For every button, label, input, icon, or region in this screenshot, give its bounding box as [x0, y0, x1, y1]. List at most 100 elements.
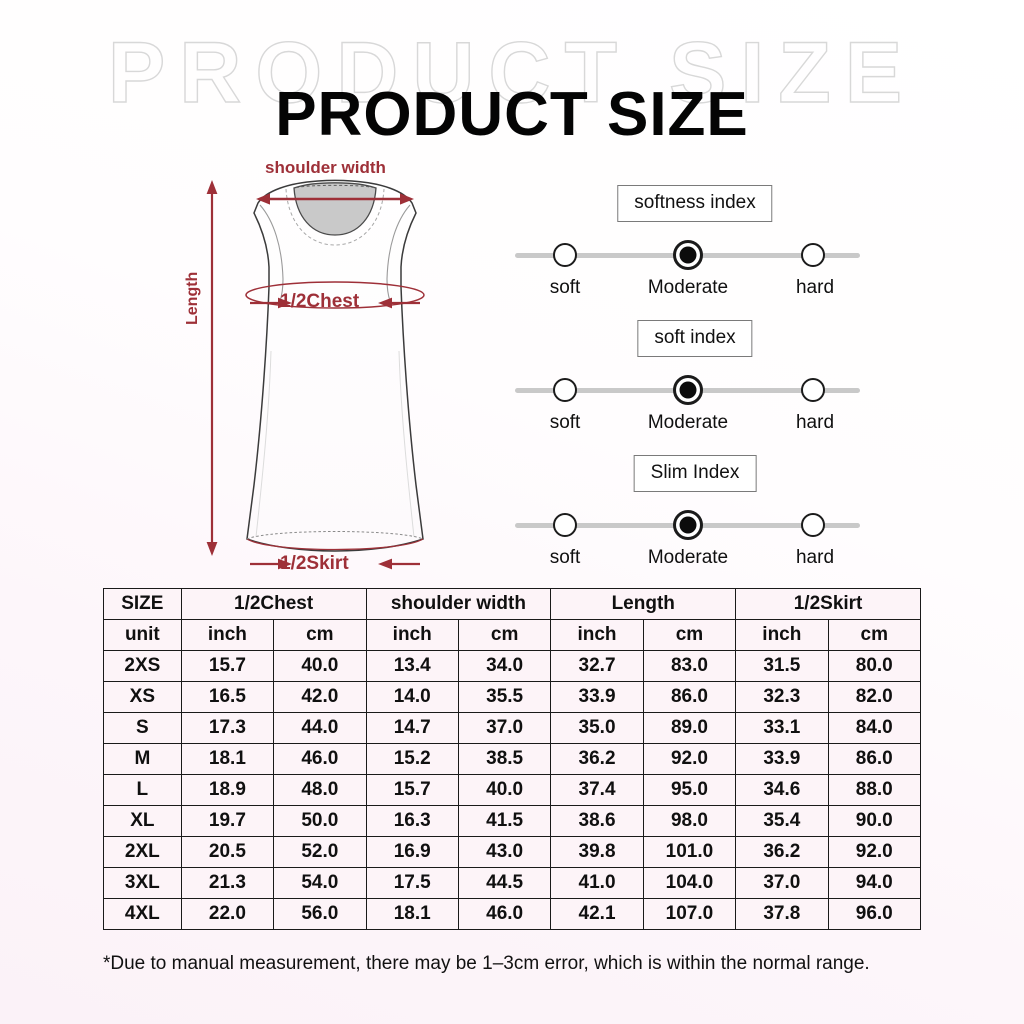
slider-title-softness-index: softness index — [617, 185, 773, 222]
cell-shoulder-cm: 40.0 — [457, 774, 552, 806]
slider-track-soft-index[interactable] — [515, 375, 860, 405]
knob-hard[interactable] — [801, 243, 825, 267]
caption-moderate: Moderate — [647, 412, 729, 433]
knob-moderate-selected[interactable] — [673, 510, 703, 540]
knob-hard[interactable] — [801, 513, 825, 537]
unit-skirt-cm: cm — [827, 619, 922, 651]
cell-shoulder-inch: 13.4 — [365, 650, 459, 682]
caption-soft: soft — [549, 412, 581, 433]
cell-chest-inch: 18.9 — [180, 774, 275, 806]
cell-skirt-cm: 80.0 — [827, 650, 922, 682]
row-size: L — [103, 774, 182, 806]
cell-shoulder-cm: 34.0 — [457, 650, 552, 682]
row-size: XL — [103, 805, 182, 837]
cell-chest-inch: 22.0 — [180, 898, 275, 930]
page-title-block: PRODUCT SIZE PRODUCT SIZE — [0, 26, 1024, 156]
table-row: M 18.1 46.0 15.2 38.5 36.2 92.0 33.9 86.… — [103, 743, 922, 775]
cell-length-inch: 36.2 — [550, 743, 644, 775]
cell-shoulder-cm: 46.0 — [457, 898, 552, 930]
cell-skirt-inch: 33.9 — [735, 743, 829, 775]
cell-skirt-inch: 35.4 — [735, 805, 829, 837]
knob-moderate-selected[interactable] — [673, 240, 703, 270]
unit-shoulder-cm: cm — [457, 619, 552, 651]
cell-chest-cm: 44.0 — [273, 712, 367, 744]
slider-title-slim-index: Slim Index — [633, 455, 757, 492]
group-header-length: Length — [550, 588, 737, 620]
table-group-header-row: SIZE 1/2Chest shoulder width Length 1/2S… — [103, 588, 921, 620]
slider-captions-soft-index: soft Moderate hard — [505, 412, 885, 438]
unit-length-cm: cm — [642, 619, 737, 651]
cell-skirt-cm: 94.0 — [827, 867, 922, 899]
slider-title-soft-index: soft index — [637, 320, 753, 357]
cell-chest-cm: 52.0 — [273, 836, 367, 868]
row-size: 3XL — [103, 867, 182, 899]
knob-soft[interactable] — [553, 513, 577, 537]
cell-shoulder-cm: 44.5 — [457, 867, 552, 899]
cell-length-cm: 95.0 — [642, 774, 737, 806]
knob-soft[interactable] — [553, 243, 577, 267]
cell-length-inch: 42.1 — [550, 898, 644, 930]
knob-moderate-selected[interactable] — [673, 375, 703, 405]
cell-skirt-inch: 33.1 — [735, 712, 829, 744]
caption-moderate: Moderate — [647, 277, 729, 298]
cell-length-cm: 92.0 — [642, 743, 737, 775]
slider-softness-index: softness index soft Moderate hard — [505, 185, 885, 320]
cell-length-cm: 98.0 — [642, 805, 737, 837]
cell-length-cm: 101.0 — [642, 836, 737, 868]
cell-shoulder-inch: 14.7 — [365, 712, 459, 744]
caption-hard: hard — [795, 277, 835, 298]
row-size: 4XL — [103, 898, 182, 930]
cell-skirt-cm: 82.0 — [827, 681, 922, 713]
table-row: 3XL 21.3 54.0 17.5 44.5 41.0 104.0 37.0 … — [103, 867, 922, 899]
cell-shoulder-cm: 38.5 — [457, 743, 552, 775]
cell-chest-inch: 15.7 — [180, 650, 275, 682]
cell-chest-cm: 48.0 — [273, 774, 367, 806]
caption-soft: soft — [549, 547, 581, 568]
cell-chest-cm: 46.0 — [273, 743, 367, 775]
table-unit-row: unit inch cm inch cm inch cm inch cm — [103, 619, 922, 651]
group-header-half-skirt: 1/2Skirt — [735, 588, 921, 620]
label-half-skirt: 1/2Skirt — [280, 553, 349, 574]
slider-slim-index: Slim Index soft Moderate hard — [505, 455, 885, 590]
table-row: 2XL 20.5 52.0 16.9 43.0 39.8 101.0 36.2 … — [103, 836, 922, 868]
cell-chest-inch: 17.3 — [180, 712, 275, 744]
unit-chest-inch: inch — [180, 619, 275, 651]
cell-length-inch: 37.4 — [550, 774, 644, 806]
row-size: 2XL — [103, 836, 182, 868]
row-size: 2XS — [103, 650, 182, 682]
cell-chest-cm: 54.0 — [273, 867, 367, 899]
cell-length-inch: 38.6 — [550, 805, 644, 837]
page-title: PRODUCT SIZE — [275, 80, 749, 149]
size-table: SIZE 1/2Chest shoulder width Length 1/2S… — [103, 588, 922, 930]
knob-hard[interactable] — [801, 378, 825, 402]
cell-length-cm: 104.0 — [642, 867, 737, 899]
cell-skirt-cm: 84.0 — [827, 712, 922, 744]
slider-captions-slim-index: soft Moderate hard — [505, 547, 885, 573]
slider-track-slim-index[interactable] — [515, 510, 860, 540]
cell-skirt-cm: 90.0 — [827, 805, 922, 837]
group-header-size: SIZE — [103, 588, 182, 620]
knob-soft[interactable] — [553, 378, 577, 402]
slider-track-softness-index[interactable] — [515, 240, 860, 270]
row-size: S — [103, 712, 182, 744]
cell-skirt-inch: 31.5 — [735, 650, 829, 682]
cell-length-inch: 41.0 — [550, 867, 644, 899]
caption-hard: hard — [795, 547, 835, 568]
cell-shoulder-inch: 18.1 — [365, 898, 459, 930]
cell-skirt-inch: 34.6 — [735, 774, 829, 806]
garment-diagram: shoulder width 1/2Chest 1/2Skirt Length — [170, 155, 500, 580]
slider-captions-softness-index: soft Moderate hard — [505, 277, 885, 303]
cell-skirt-inch: 36.2 — [735, 836, 829, 868]
unit-label: unit — [103, 619, 182, 651]
label-shoulder-width: shoulder width — [265, 158, 386, 177]
unit-chest-cm: cm — [273, 619, 367, 651]
unit-skirt-inch: inch — [735, 619, 829, 651]
caption-moderate: Moderate — [647, 547, 729, 568]
cell-chest-inch: 16.5 — [180, 681, 275, 713]
cell-chest-cm: 42.0 — [273, 681, 367, 713]
index-sliders: softness index soft Moderate hard soft i… — [505, 185, 885, 590]
cell-shoulder-inch: 15.2 — [365, 743, 459, 775]
cell-shoulder-cm: 37.0 — [457, 712, 552, 744]
tank-dress-illustration — [206, 179, 425, 570]
